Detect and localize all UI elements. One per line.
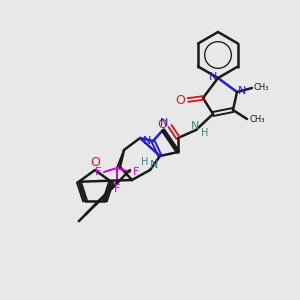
Text: H: H <box>201 128 209 138</box>
Text: O: O <box>90 157 100 169</box>
Text: H: H <box>141 157 149 167</box>
Text: N: N <box>160 118 168 128</box>
Text: F: F <box>133 167 139 177</box>
Text: O: O <box>175 94 185 106</box>
Text: CH₃: CH₃ <box>254 83 269 92</box>
Text: N: N <box>143 136 151 146</box>
Text: N: N <box>209 72 217 82</box>
Text: O: O <box>157 118 167 130</box>
Text: F: F <box>95 167 101 177</box>
Text: N: N <box>150 160 158 170</box>
Text: CH₃: CH₃ <box>249 115 265 124</box>
Text: N: N <box>238 86 246 96</box>
Text: F: F <box>114 184 120 194</box>
Text: N: N <box>191 121 199 131</box>
